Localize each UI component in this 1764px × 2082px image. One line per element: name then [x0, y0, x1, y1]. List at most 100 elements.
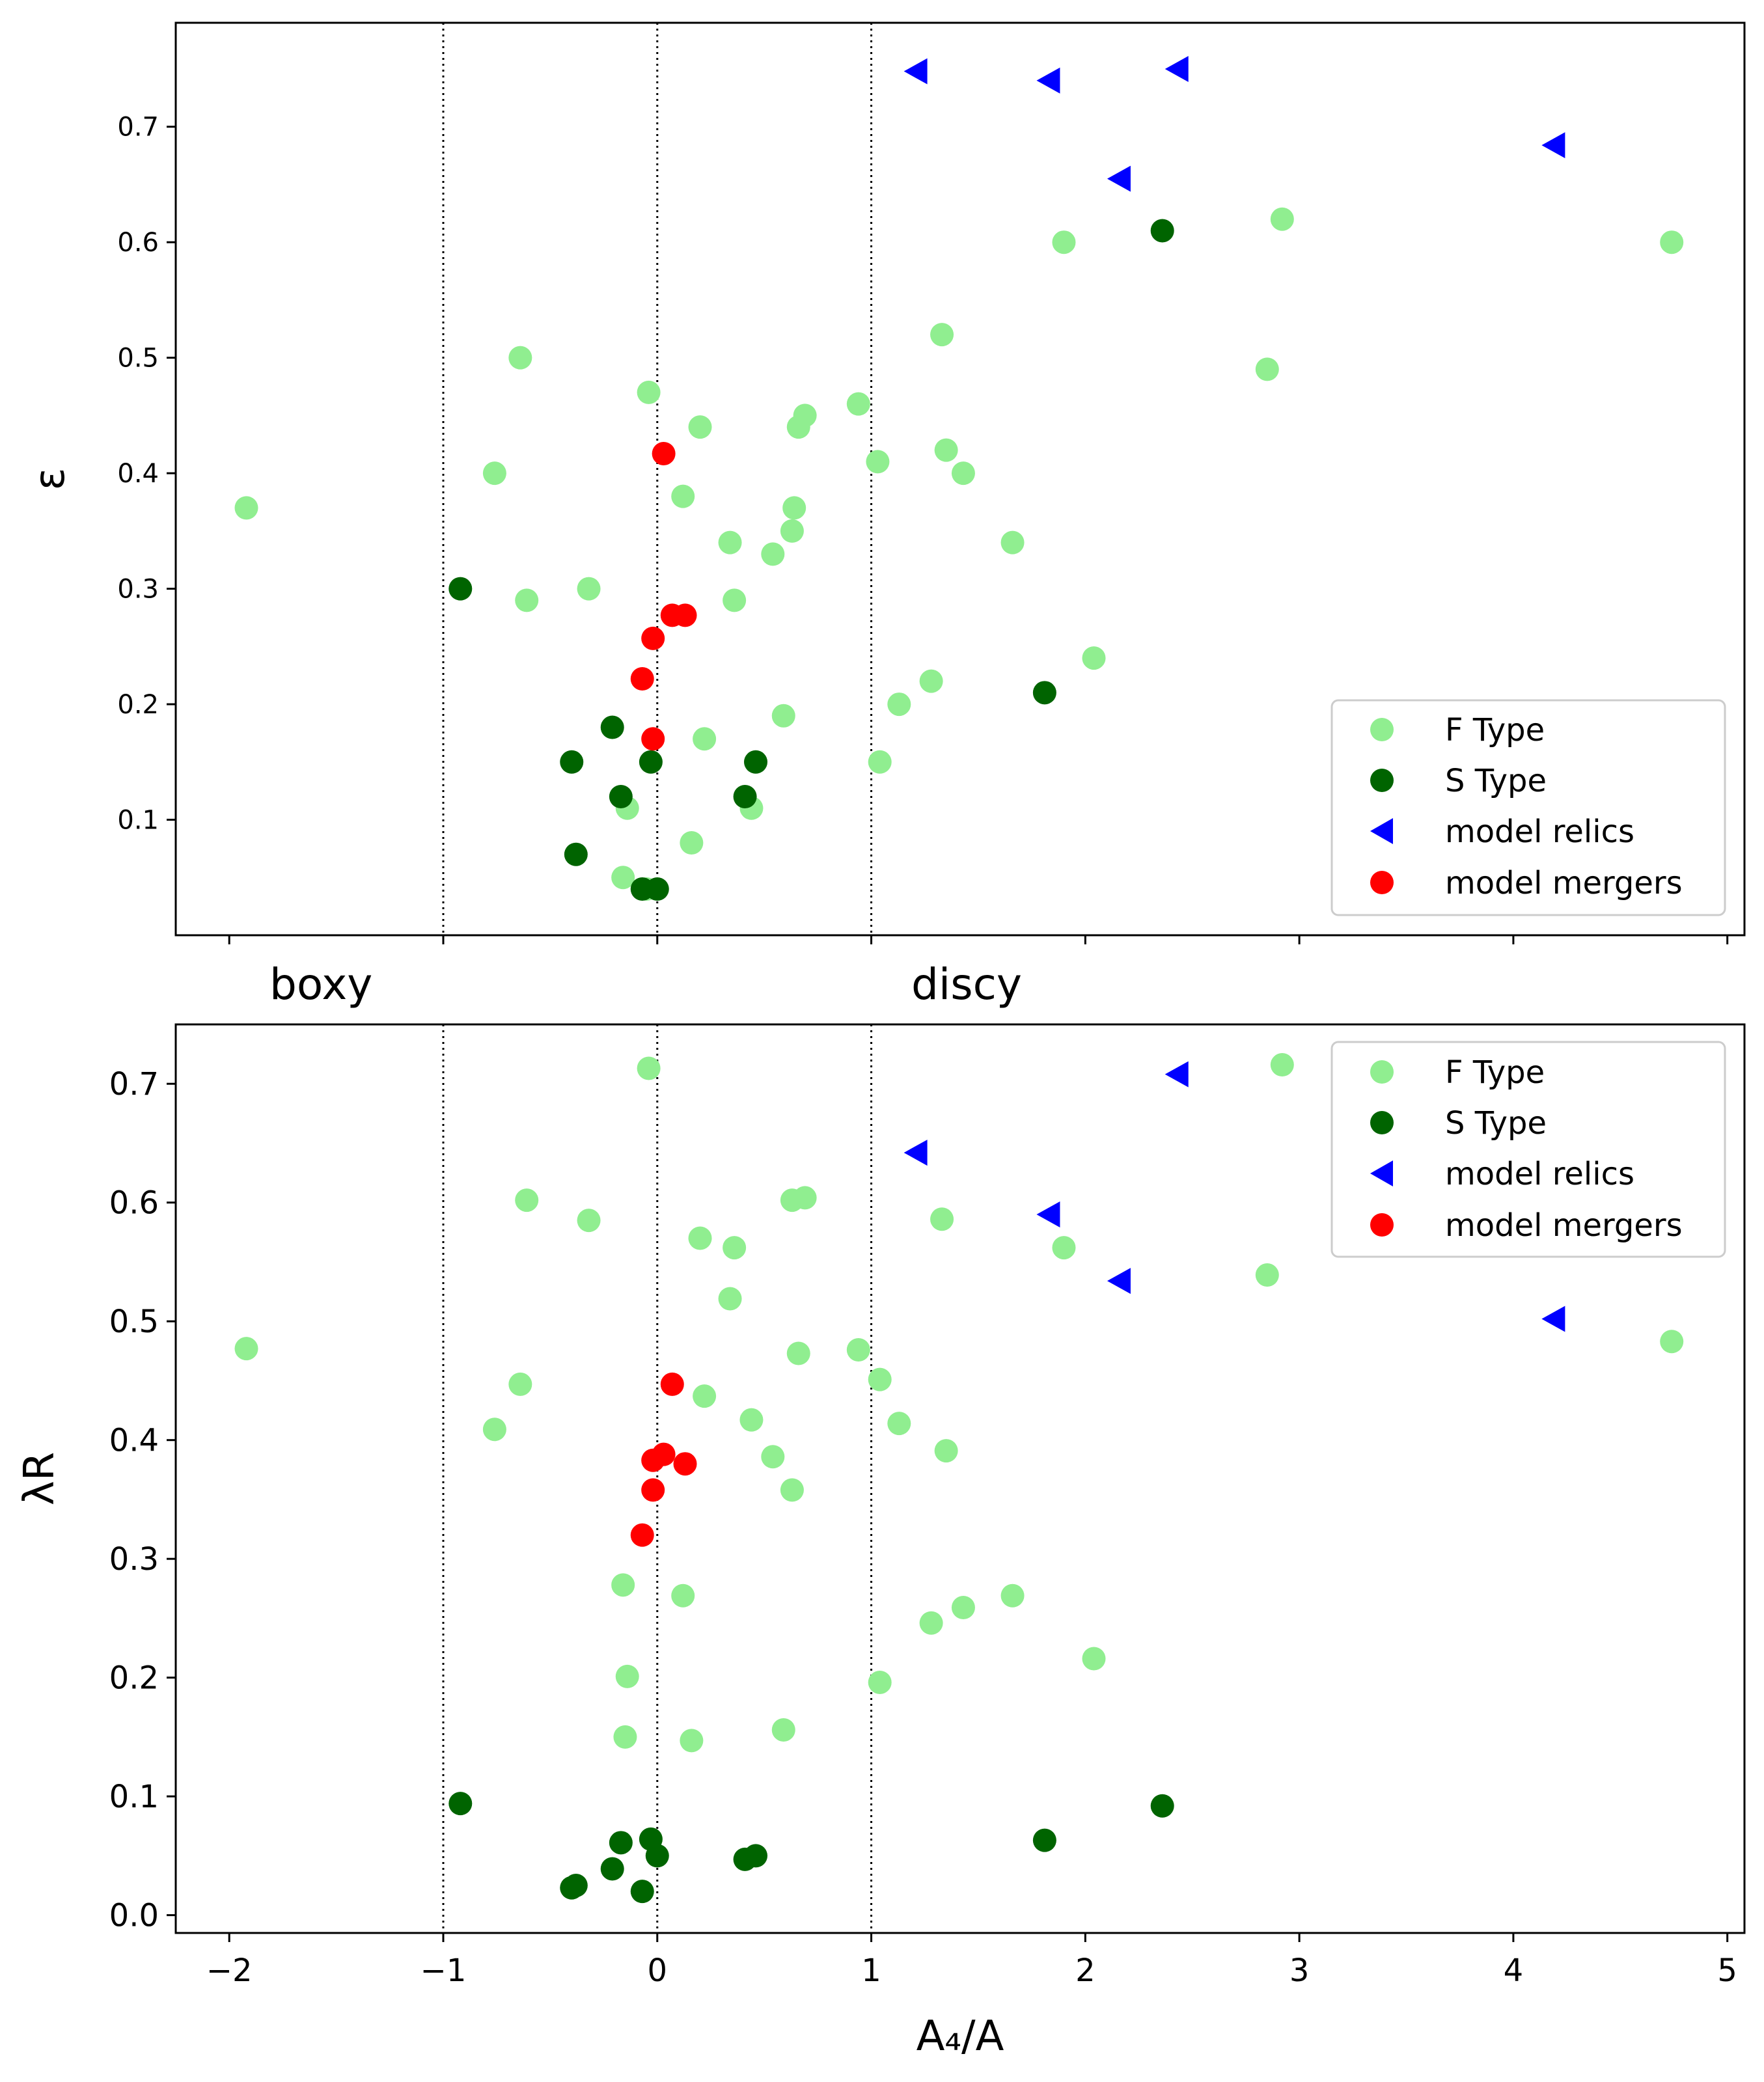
lambda-point-f-type-5 — [637, 1056, 661, 1080]
epsilon-point-f-type-27 — [887, 692, 911, 717]
epsilon-point-s-type-4 — [639, 750, 663, 774]
epsilon-point-f-type-4 — [577, 577, 601, 601]
epsilon-point-f-type-29 — [771, 704, 795, 728]
epsilon-point-model-mergers-2 — [673, 603, 697, 627]
epsilon-point-f-type-30 — [693, 727, 717, 751]
legend-marker-f-type — [1370, 1060, 1394, 1084]
epsilon-point-model-mergers-0 — [652, 441, 676, 465]
epsilon-point-model-relics-1 — [1036, 67, 1060, 94]
epsilon-point-f-type-20 — [1000, 530, 1025, 555]
lambda-point-s-type-9 — [744, 1844, 768, 1868]
lambda-xtick-label-1: 1 — [861, 1952, 881, 1989]
lambda-point-f-type-19 — [934, 1439, 958, 1463]
epsilon-point-f-type-6 — [688, 415, 712, 439]
lambda-xtick-label-1: −1 — [420, 1952, 467, 1989]
epsilon-point-model-relics-3 — [1107, 165, 1131, 192]
lambda-ytick-label-0-5: 0.5 — [109, 1304, 159, 1340]
lambda-ytick-label-0-6: 0.6 — [109, 1185, 159, 1222]
epsilon-point-s-type-3 — [609, 785, 633, 809]
epsilon-legend: F Type S Type model relics model mergers — [1330, 699, 1726, 916]
lambda-point-f-type-1 — [515, 1188, 539, 1212]
legend-marker-f-type — [1370, 718, 1394, 741]
lambda-point-f-type-25 — [1082, 1647, 1106, 1671]
lambda-point-s-type-2 — [564, 1874, 588, 1898]
lambda-point-model-relics-3 — [1107, 1268, 1131, 1294]
lambda-point-s-type-0 — [448, 1792, 473, 1816]
epsilon-point-s-type-7 — [645, 877, 669, 901]
epsilon-point-f-type-11 — [780, 519, 804, 543]
epsilon-point-f-type-26 — [919, 669, 943, 693]
discy-annotation: discy — [911, 959, 1022, 1009]
lambda-point-s-type-7 — [630, 1880, 654, 1904]
lambda-point-f-type-32 — [671, 1583, 695, 1608]
epsilon-point-f-type-8 — [718, 530, 742, 555]
epsilon-panel: 0.1 0.2 0.3 0.4 0.5 0.6 0.7 ε F Type S Type mo… — [26, 21, 1746, 944]
lambda-point-f-type-21 — [1052, 1236, 1076, 1260]
lambda-point-f-type-30 — [771, 1718, 795, 1742]
epsilon-point-s-type-11 — [1150, 219, 1174, 243]
epsilon-point-f-type-34 — [611, 866, 635, 890]
legend-marker-s-type — [1370, 1111, 1394, 1134]
epsilon-point-f-type-18 — [951, 461, 975, 486]
epsilon-point-f-type-1 — [508, 346, 532, 370]
epsilon-point-f-type-10 — [761, 542, 785, 566]
legend-marker-s-type — [1370, 769, 1394, 792]
epsilon-point-f-type-28 — [868, 750, 892, 774]
epsilon-point-f-type-16 — [866, 450, 890, 474]
lambda-ytick-label-0-4: 0.4 — [109, 1423, 159, 1459]
epsilon-point-s-type-5 — [564, 842, 588, 866]
epsilon-point-f-type-23 — [1255, 357, 1279, 381]
lambda-point-f-type-3 — [482, 1418, 506, 1442]
epsilon-point-f-type-21 — [1052, 230, 1076, 254]
epsilon-point-f-type-24 — [1660, 230, 1684, 254]
legend-marker-model-mergers — [1370, 1213, 1394, 1237]
lambda-panel: −2 −1 0 1 2 3 4 5 0.0 0.1 0.2 0.3 0.4 0.5 0.6 0.7 λR A₄… — [16, 1023, 1746, 2061]
epsilon-point-model-relics-4 — [1541, 132, 1565, 159]
lambda-point-f-type-15 — [786, 1341, 810, 1365]
epsilon-ytick-label-0-2: 0.2 — [117, 690, 159, 720]
epsilon-point-f-type-9 — [723, 588, 747, 612]
epsilon-point-f-type-17 — [934, 438, 958, 462]
legend-marker-model-mergers — [1370, 871, 1394, 894]
epsilon-point-f-type-22 — [1270, 207, 1294, 231]
lambda-point-f-type-11 — [761, 1445, 785, 1469]
lambda-point-model-mergers-2 — [641, 1448, 665, 1472]
epsilon-point-f-type-5 — [637, 380, 661, 404]
epsilon-ytick-label-0-4: 0.4 — [117, 459, 159, 489]
boxy-annotation: boxy — [269, 959, 372, 1009]
lambda-point-f-type-2 — [508, 1372, 532, 1396]
lambda-ytick-label-0-3: 0.3 — [109, 1541, 159, 1578]
epsilon-ytick-label-0-5: 0.5 — [117, 344, 159, 374]
lambda-point-f-type-26 — [1000, 1583, 1025, 1608]
lambda-point-model-mergers-0 — [660, 1372, 684, 1396]
lambda-point-s-type-3 — [600, 1857, 624, 1881]
lambda-point-f-type-0 — [234, 1337, 258, 1361]
epsilon-point-f-type-19 — [930, 323, 954, 347]
epsilon-point-model-mergers-5 — [641, 727, 665, 751]
legend-label-f-type: F Type — [1445, 1054, 1545, 1091]
epsilon-point-s-type-9 — [733, 785, 757, 809]
epsilon-point-f-type-25 — [1082, 646, 1106, 670]
epsilon-point-model-mergers-3 — [641, 626, 665, 650]
lambda-point-model-mergers-5 — [630, 1523, 654, 1547]
lambda-point-f-type-17 — [868, 1367, 892, 1391]
lambda-point-model-relics-4 — [1541, 1306, 1565, 1332]
lambda-xtick-label-3: 3 — [1289, 1952, 1310, 1989]
lambda-point-s-type-6 — [645, 1844, 669, 1868]
epsilon-axes-frame — [174, 21, 1746, 937]
epsilon-point-f-type-12 — [782, 496, 806, 520]
epsilon-point-s-type-8 — [744, 750, 768, 774]
lambda-point-model-relics-1 — [1165, 1061, 1189, 1088]
lambda-axis-label: λR — [16, 1452, 64, 1505]
lambda-point-f-type-16 — [846, 1338, 870, 1362]
lambda-point-f-type-12 — [780, 1478, 804, 1502]
lambda-point-f-type-34 — [615, 1664, 639, 1688]
lambda-point-f-type-24 — [1660, 1330, 1684, 1354]
lambda-point-f-type-7 — [723, 1236, 747, 1260]
legend-marker-model-relics — [1370, 1160, 1393, 1186]
lambda-point-f-type-33 — [611, 1573, 635, 1597]
epsilon-point-model-relics-2 — [1165, 55, 1189, 82]
legend-label-model-relics: model relics — [1445, 814, 1634, 850]
lambda-point-model-relics-2 — [1036, 1201, 1060, 1227]
legend-label-s-type: S Type — [1445, 1105, 1547, 1142]
